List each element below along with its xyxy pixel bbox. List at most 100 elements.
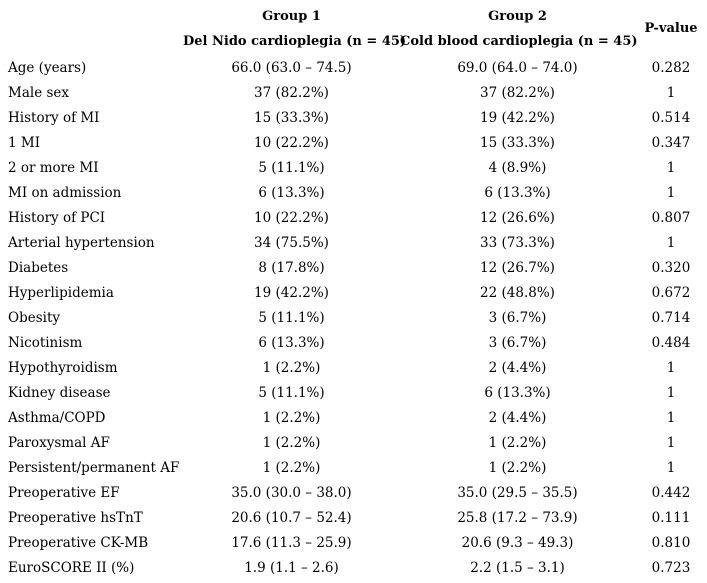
group2-value: 37 (82.2%)	[480, 85, 555, 101]
p-value: 0.320	[651, 260, 691, 276]
table-row: Kidney disease 5 (11.1%) 6 (13.3%) 1	[0, 381, 707, 406]
table-row: 2 or more MI 5 (11.1%) 4 (8.9%) 1	[0, 156, 707, 181]
row-label: 1 MI	[8, 135, 41, 151]
table-row: Male sex 37 (82.2%) 37 (82.2%) 1	[0, 81, 707, 106]
row-label: Diabetes	[8, 260, 69, 276]
table-row: Hyperlipidemia 19 (42.2%) 22 (48.8%) 0.6…	[0, 281, 707, 306]
group2-value: 22 (48.8%)	[480, 285, 555, 301]
group1-value: 6 (13.3%)	[258, 185, 325, 201]
row-label: Male sex	[8, 85, 70, 101]
group2-value: 15 (33.3%)	[480, 135, 555, 151]
header-spacer	[0, 0, 183, 56]
group1-value: 5 (11.1%)	[258, 310, 325, 326]
group1-header: Group 1 Del Nido cardioplegia (n = 45)	[183, 0, 407, 56]
group2-value: 2.2 (1.5 – 3.1)	[470, 560, 565, 576]
group1-value: 37 (82.2%)	[254, 85, 329, 101]
table-row: Nicotinism 6 (13.3%) 3 (6.7%) 0.484	[0, 331, 707, 356]
table-row: EuroSCORE II (%) 1.9 (1.1 – 2.6) 2.2 (1.…	[0, 556, 707, 581]
group2-header-title: Group 2	[488, 9, 547, 24]
row-label: Nicotinism	[8, 335, 83, 351]
row-label: Kidney disease	[8, 385, 111, 401]
group2-value: 35.0 (29.5 – 35.5)	[457, 485, 578, 501]
table-row: Preoperative hsTnT 20.6 (10.7 – 52.4) 25…	[0, 506, 707, 531]
group2-value: 3 (6.7%)	[488, 310, 547, 326]
table-row: Arterial hypertension 34 (75.5%) 33 (73.…	[0, 231, 707, 256]
p-value: 1	[666, 185, 676, 201]
row-label: Persistent/permanent AF	[8, 460, 180, 476]
group2-value: 69.0 (64.0 – 74.0)	[457, 60, 578, 76]
table-row: Obesity 5 (11.1%) 3 (6.7%) 0.714	[0, 306, 707, 331]
group1-header-subtitle: Del Nido cardioplegia (n = 45)	[183, 34, 407, 49]
table-row: History of MI 15 (33.3%) 19 (42.2%) 0.51…	[0, 106, 707, 131]
group1-value: 5 (11.1%)	[258, 160, 325, 176]
group2-value: 19 (42.2%)	[480, 110, 555, 126]
row-label: Age (years)	[8, 60, 87, 76]
p-value: 1	[666, 360, 676, 376]
group1-value: 1 (2.2%)	[262, 410, 321, 426]
row-label: History of PCI	[8, 210, 106, 226]
group1-value: 1 (2.2%)	[262, 460, 321, 476]
p-value: 1	[666, 435, 676, 451]
group1-value: 15 (33.3%)	[254, 110, 329, 126]
group1-value: 19 (42.2%)	[254, 285, 329, 301]
group2-value: 6 (13.3%)	[484, 385, 551, 401]
row-label: Preoperative EF	[8, 485, 120, 501]
p-value: 0.347	[651, 135, 691, 151]
group1-value: 1 (2.2%)	[262, 435, 321, 451]
p-value: 1	[666, 235, 676, 251]
row-label: Asthma/COPD	[8, 410, 106, 426]
group1-value: 6 (13.3%)	[258, 335, 325, 351]
table-row: Asthma/COPD 1 (2.2%) 2 (4.4%) 1	[0, 406, 707, 431]
group2-value: 20.6 (9.3 – 49.3)	[461, 535, 574, 551]
row-label: Preoperative CK-MB	[8, 535, 149, 551]
row-label: 2 or more MI	[8, 160, 99, 176]
p-value: 1	[666, 410, 676, 426]
row-label: Arterial hypertension	[8, 235, 155, 251]
group2-value: 25.8 (17.2 – 73.9)	[457, 510, 578, 526]
p-value: 0.810	[651, 535, 691, 551]
group1-value: 10 (22.2%)	[254, 135, 329, 151]
p-value: 0.111	[651, 510, 691, 526]
group1-value: 35.0 (30.0 – 38.0)	[231, 485, 352, 501]
row-label: Paroxysmal AF	[8, 435, 110, 451]
table-row: Hypothyroidism 1 (2.2%) 2 (4.4%) 1	[0, 356, 707, 381]
row-label: Preoperative hsTnT	[8, 510, 143, 526]
group2-header: Group 2 Cold blood cardioplegia (n = 45)	[400, 0, 638, 56]
group2-header-subtitle: Cold blood cardioplegia (n = 45)	[400, 34, 638, 49]
table-row: Persistent/permanent AF 1 (2.2%) 1 (2.2%…	[0, 456, 707, 481]
group1-value: 5 (11.1%)	[258, 385, 325, 401]
group1-value: 20.6 (10.7 – 52.4)	[231, 510, 352, 526]
table-header: Group 1 Del Nido cardioplegia (n = 45) G…	[0, 0, 707, 56]
p-value: 0.807	[651, 210, 691, 226]
group1-value: 66.0 (63.0 – 74.5)	[231, 60, 352, 76]
table-row: MI on admission 6 (13.3%) 6 (13.3%) 1	[0, 181, 707, 206]
row-label: History of MI	[8, 110, 100, 126]
p-value: 0.723	[651, 560, 691, 576]
group1-value: 10 (22.2%)	[254, 210, 329, 226]
group2-value: 12 (26.7%)	[480, 260, 555, 276]
p-value: 0.672	[651, 285, 691, 301]
p-value: 0.714	[651, 310, 691, 326]
group1-value: 8 (17.8%)	[258, 260, 325, 276]
p-value: 0.282	[651, 60, 691, 76]
group1-value: 1.9 (1.1 – 2.6)	[244, 560, 339, 576]
group1-value: 17.6 (11.3 – 25.9)	[231, 535, 352, 551]
group2-value: 33 (73.3%)	[480, 235, 555, 251]
row-label: EuroSCORE II (%)	[8, 560, 135, 576]
group2-value: 1 (2.2%)	[488, 460, 547, 476]
p-value: 1	[666, 460, 676, 476]
row-label: Hyperlipidemia	[8, 285, 114, 301]
p-value: 1	[666, 385, 676, 401]
table-row: 1 MI 10 (22.2%) 15 (33.3%) 0.347	[0, 131, 707, 156]
p-value: 0.484	[651, 335, 691, 351]
group2-value: 2 (4.4%)	[488, 410, 547, 426]
table-row: Paroxysmal AF 1 (2.2%) 1 (2.2%) 1	[0, 431, 707, 456]
p-value: 1	[666, 160, 676, 176]
group1-header-title: Group 1	[262, 9, 321, 24]
table-row: Preoperative CK-MB 17.6 (11.3 – 25.9) 20…	[0, 531, 707, 556]
group1-value: 34 (75.5%)	[254, 235, 329, 251]
pvalue-header: P-value	[644, 20, 698, 36]
p-value: 0.442	[651, 485, 691, 501]
group2-value: 12 (26.6%)	[480, 210, 555, 226]
p-value: 1	[666, 85, 676, 101]
